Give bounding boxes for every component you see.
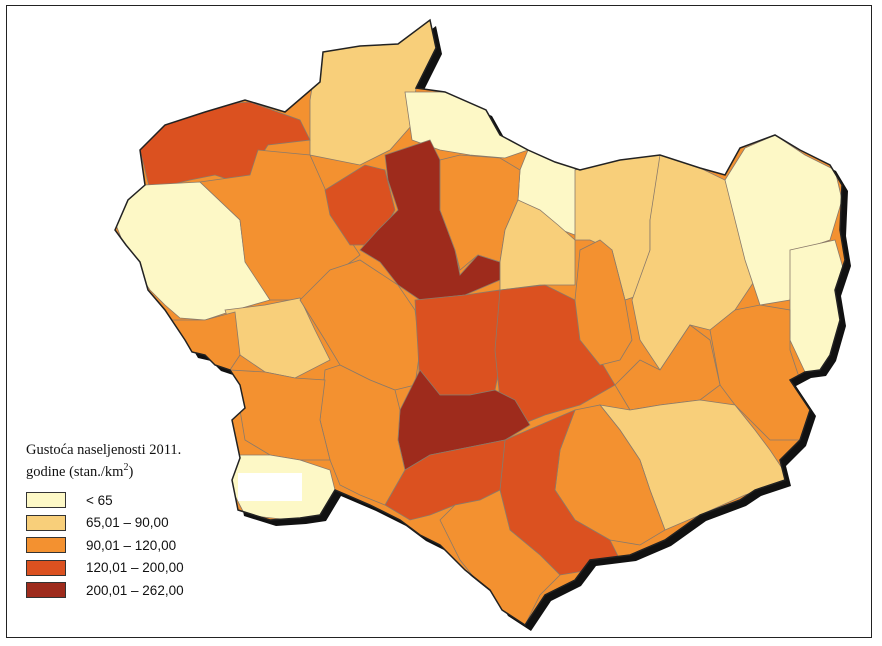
region-central-red xyxy=(414,289,506,396)
legend-item-4: 120,01 – 200,00 xyxy=(26,556,226,579)
legend-swatch xyxy=(26,492,66,509)
legend: Gustoća naseljenosti 2011. godine (stan.… xyxy=(26,442,226,601)
legend-item-3: 90,01 – 120,00 xyxy=(26,534,226,557)
blank-label-box xyxy=(238,473,302,501)
region-southwest-orange-2 xyxy=(229,369,331,461)
region-west-light xyxy=(224,297,331,379)
region-centre-light xyxy=(499,199,576,291)
legend-swatch xyxy=(26,559,66,576)
region-west-centre xyxy=(199,149,361,301)
legend-swatch xyxy=(26,537,66,554)
legend-item-1: < 65 xyxy=(26,489,226,512)
map-frame xyxy=(6,5,872,638)
legend-title: Gustoća naseljenosti 2011. godine (stan.… xyxy=(26,442,226,481)
legend-label: 90,01 – 120,00 xyxy=(86,537,177,553)
legend-label: 200,01 – 262,00 xyxy=(86,582,184,598)
region-central-orange xyxy=(299,259,421,391)
legend-item-2: 65,01 – 90,00 xyxy=(26,511,226,534)
legend-swatch xyxy=(26,582,66,599)
region-east-orange-small xyxy=(574,239,633,366)
map-outline xyxy=(114,18,846,627)
legend-label: 65,01 – 90,00 xyxy=(86,515,169,531)
legend-title-end: ) xyxy=(128,463,134,480)
legend-title-line1: Gustoća naseljenosti 2011. xyxy=(26,442,182,458)
legend-title-sup: 2 xyxy=(123,462,129,473)
legend-item-5: 200,01 – 262,00 xyxy=(26,579,226,602)
legend-label: 120,01 – 200,00 xyxy=(86,560,184,576)
legend-label: < 65 xyxy=(86,492,113,508)
region-south-centre-red xyxy=(384,439,506,521)
legend-swatch xyxy=(26,514,66,531)
legend-title-line2: godine (stan./km xyxy=(26,463,124,480)
region-west-orange-small xyxy=(169,311,241,371)
